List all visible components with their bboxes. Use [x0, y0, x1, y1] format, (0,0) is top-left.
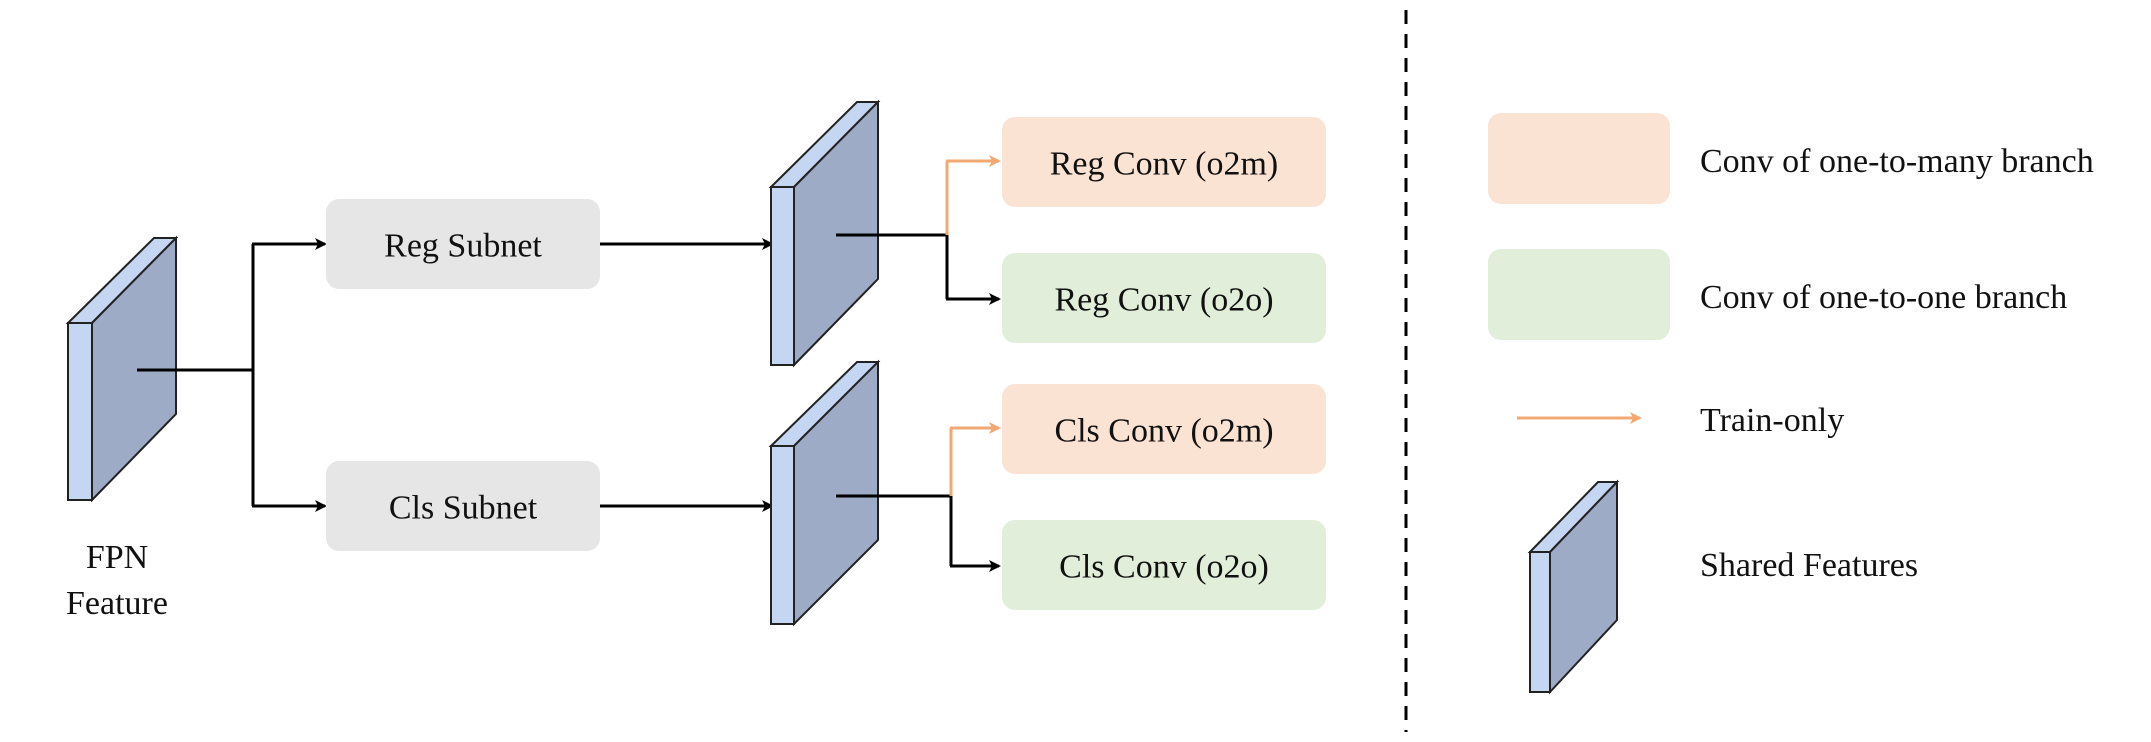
cls-conv-o2o-label: Cls Conv (o2o)	[1059, 549, 1269, 586]
reg-conv-o2o-label: Reg Conv (o2o)	[1054, 282, 1273, 319]
fpn-feature-block	[65, 235, 179, 503]
fpn-feature-side	[67, 322, 93, 501]
reg-conv-o2m-label: Reg Conv (o2m)	[1050, 146, 1279, 183]
legend-one-to-many-label: Conv of one-to-many branch	[1700, 143, 2094, 180]
cls-conv-o2m-box	[1002, 384, 1326, 474]
legend-one-to-one-label: Conv of one-to-one branch	[1700, 279, 2067, 316]
reg-shared-feature-side	[770, 186, 795, 366]
reg-conv-o2m-box	[1002, 117, 1326, 207]
cls-subnet-label: Cls Subnet	[389, 490, 538, 527]
reg-branch-connector	[836, 155, 1001, 305]
legend-one-to-one-swatch	[1488, 249, 1670, 340]
cls-conv-o2o-box	[1002, 520, 1326, 610]
reg-subnet-box	[326, 199, 600, 289]
cls-shared-feature-side	[770, 445, 795, 625]
reg-conv-o2o-box	[1002, 253, 1326, 343]
legend-shared-features-label: Shared Features	[1700, 547, 1918, 584]
legend-one-to-many-swatch	[1488, 113, 1670, 204]
cls-shared-feature-face	[793, 359, 879, 627]
reg-subnet-label: Reg Subnet	[384, 228, 542, 265]
cls-branch-connector	[836, 422, 1001, 572]
cls-conv-o2m-label: Cls Conv (o2m)	[1054, 413, 1273, 450]
cls-subnet-box	[326, 461, 600, 551]
legend-train-only-label: Train-only	[1700, 402, 1844, 439]
legend-shared-features-icon	[1527, 479, 1620, 695]
fpn-feature-face	[91, 235, 177, 503]
cls-shared-feature-block	[768, 359, 881, 627]
fpn-feature-label-line2: Feature	[66, 585, 168, 622]
fpn-feature-label-line1: FPN	[86, 539, 148, 576]
legend: Conv of one-to-many branch Conv of one-t…	[1488, 113, 2094, 695]
fpn-split-connector	[137, 238, 327, 512]
